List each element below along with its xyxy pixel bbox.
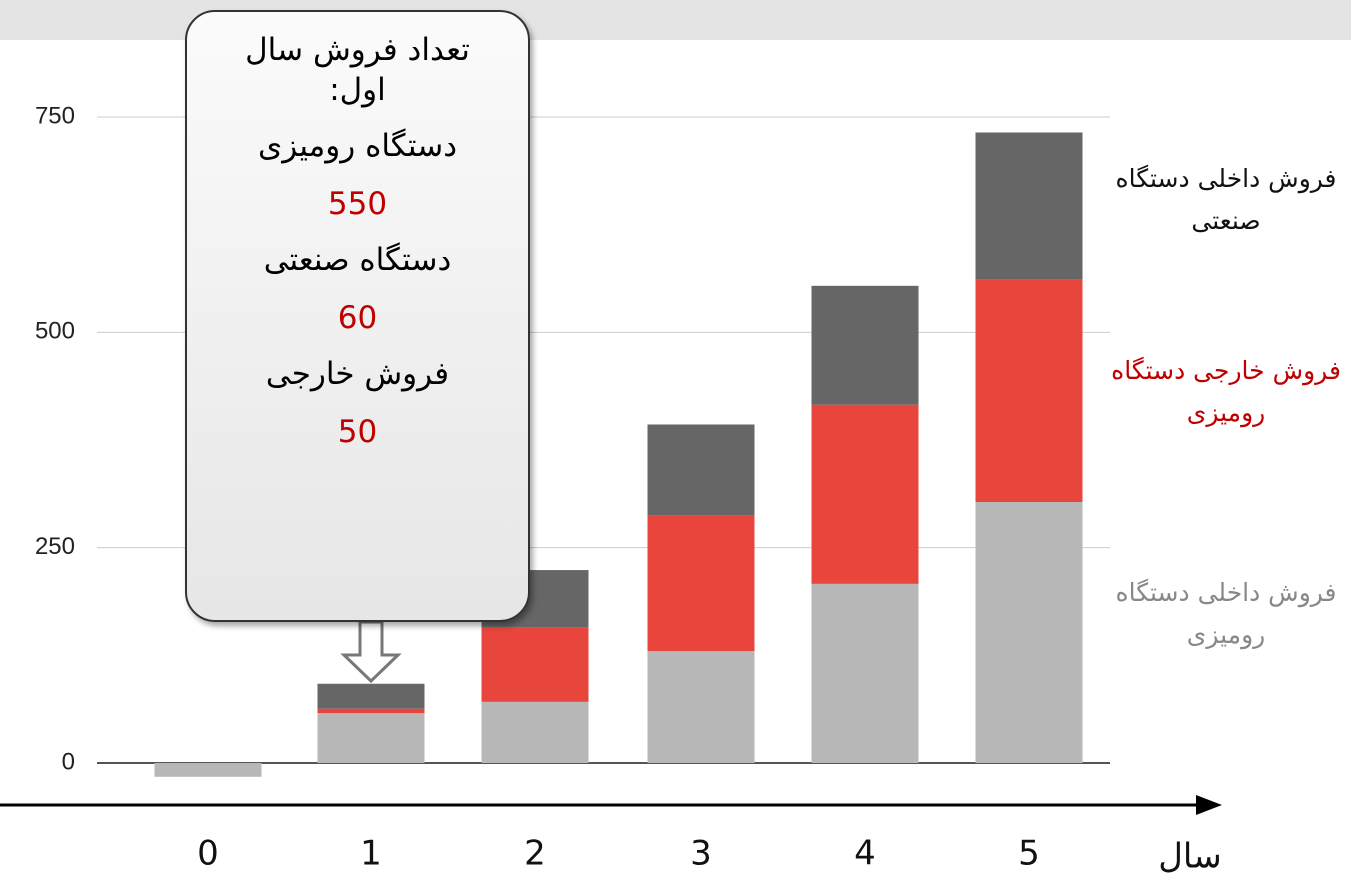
bar-segment — [647, 651, 755, 763]
bar-segment — [811, 404, 919, 584]
callout-arrow — [340, 620, 402, 684]
bar-segment — [481, 627, 589, 702]
y-tick-label: 500 — [35, 318, 75, 345]
bar-segment — [647, 515, 755, 652]
callout-value: 60 — [337, 300, 378, 336]
y-tick-label: 250 — [35, 533, 75, 560]
bar-segment — [154, 763, 262, 777]
x-axis-label: سال — [1158, 837, 1222, 877]
x-tick-label: 3 — [690, 834, 712, 874]
legend-entry: فروش خارجی دستگاه رومیزی — [1111, 356, 1341, 427]
callout-label: دستگاه رومیزی — [257, 128, 458, 164]
bar-segment — [317, 683, 425, 709]
bar-segment — [317, 713, 425, 763]
legend-entry: فروش داخلی دستگاه صنعتی — [1115, 164, 1337, 235]
bar-segment — [811, 583, 919, 763]
callout-label: فروش خارجی — [265, 356, 450, 392]
callout-title: تعداد فروش سال اول: — [245, 32, 470, 108]
bar-segment — [975, 132, 1083, 280]
y-tick-label: 750 — [35, 102, 75, 129]
x-tick-label: 1 — [360, 834, 382, 874]
bar-segment — [317, 708, 425, 714]
callout: تعداد فروش سال اول: دستگاه رومیزی 550 دستگ… — [185, 10, 530, 622]
x-tick-label: 5 — [1018, 834, 1040, 874]
bar-segment — [975, 502, 1083, 763]
callout-label: دستگاه صنعتی — [263, 242, 452, 278]
bar-segment — [975, 279, 1083, 503]
x-tick-label: 2 — [524, 834, 546, 874]
callout-value: 550 — [327, 186, 388, 222]
bar-segment — [481, 701, 589, 763]
callout-value: 50 — [337, 414, 378, 450]
arrow-head — [1196, 795, 1222, 815]
bar-segment — [811, 285, 919, 405]
legend-entry: فروش داخلی دستگاه رومیزی — [1115, 578, 1337, 649]
x-tick-label: 4 — [854, 834, 876, 874]
bar-segment — [647, 424, 755, 516]
y-tick-label: 0 — [62, 748, 75, 775]
x-tick-label: 0 — [197, 834, 219, 874]
